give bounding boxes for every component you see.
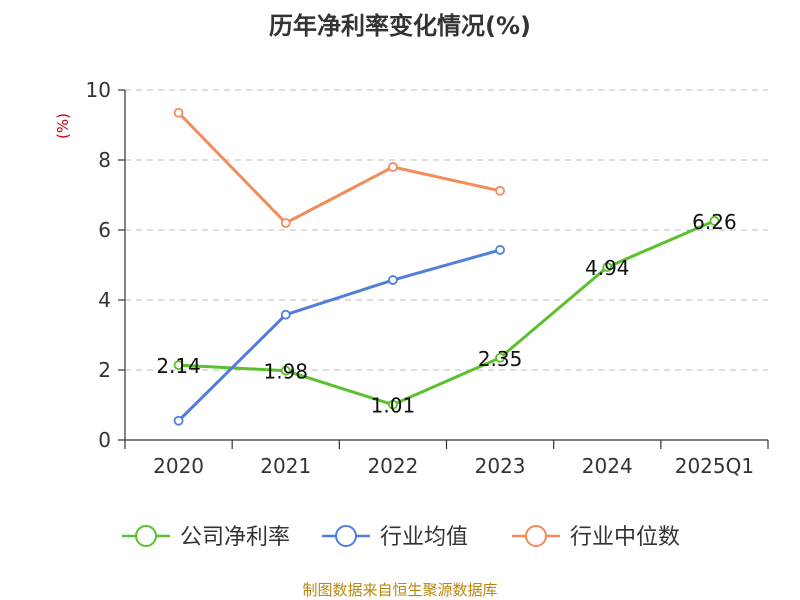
data-point [495,245,505,255]
data-label: 2.35 [478,347,523,371]
data-label: 1.98 [263,360,308,384]
data-label: 4.94 [585,256,630,280]
y-tick-label: 4 [98,288,111,312]
data-point [173,415,184,426]
data-point [709,215,720,226]
x-tick-label: 2024 [582,454,633,478]
x-tick-label: 2020 [153,454,204,478]
data-point [280,218,291,228]
data-label: 2.14 [156,354,201,378]
axes: 0 2 4 6 8 10 2020 2021 2022 2023 2024 2025Q1 [86,78,769,478]
data-point [388,275,398,285]
data-point [173,107,184,118]
legend-label-0: 公司净利率 [180,525,290,550]
x-tick-label: 2023 [475,454,526,478]
data-labels: 2.14 1.98 1.01 2.35 4.94 6.26 [156,210,736,418]
source-note: 制图数据来自恒生聚源数据库 [302,581,497,599]
legend-label-2: 行业中位数 [570,525,680,550]
y-tick-label: 6 [98,218,111,242]
chart-title: 历年净利率变化情况(%) [269,12,531,40]
legend-marker-1 [335,525,357,547]
y-axis-label: (%) [54,113,72,139]
y-tick-label: 8 [98,148,111,172]
legend: 公司净利率 行业均值 行业中位数 [122,525,680,550]
data-point [388,162,398,172]
y-tick-label: 2 [98,358,111,382]
data-point [280,309,291,320]
data-point [495,185,505,196]
series-line-0 [178,219,716,407]
series-line-2 [177,111,501,225]
data-label: 1.01 [371,394,416,418]
x-tick-label: 2022 [367,454,418,478]
data-label: 6.26 [692,210,737,234]
y-tick-label: 0 [98,428,111,452]
series-line-1 [177,248,501,422]
data-point [388,399,398,410]
legend-marker-2 [525,525,547,547]
y-tick-label: 10 [86,78,111,102]
gridlines [125,89,768,371]
x-tick-label: 2021 [260,454,311,478]
series-group [173,107,720,426]
data-point [173,360,184,371]
legend-marker-0 [135,525,157,547]
legend-label-1: 行业均值 [380,525,468,550]
data-point [280,365,291,376]
data-point [602,262,613,273]
data-point [495,352,505,363]
x-tick-label: 2025Q1 [675,454,754,478]
